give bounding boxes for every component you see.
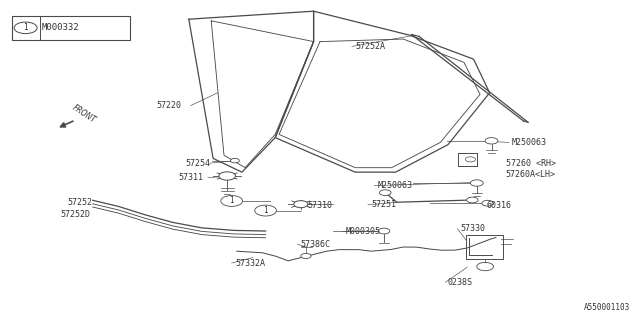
Text: 57252D: 57252D	[61, 210, 91, 219]
Text: A550001103: A550001103	[584, 303, 630, 312]
Circle shape	[485, 138, 498, 144]
Circle shape	[301, 253, 311, 259]
Text: 57311: 57311	[178, 173, 203, 182]
Text: M000305: M000305	[346, 227, 381, 236]
Circle shape	[219, 172, 236, 180]
Text: 57386C: 57386C	[301, 240, 331, 249]
Text: 1: 1	[23, 23, 28, 32]
Text: 57330: 57330	[461, 224, 486, 233]
Text: 57252A: 57252A	[355, 42, 385, 51]
Text: 57310: 57310	[307, 201, 332, 210]
Text: 57260 <RH>: 57260 <RH>	[506, 159, 556, 168]
Circle shape	[378, 228, 390, 234]
Circle shape	[294, 201, 308, 208]
Text: 1: 1	[229, 196, 234, 205]
Circle shape	[221, 196, 243, 206]
Circle shape	[477, 262, 493, 271]
Text: M250063: M250063	[512, 138, 547, 147]
Circle shape	[467, 197, 478, 203]
Circle shape	[380, 190, 391, 196]
FancyBboxPatch shape	[12, 16, 130, 40]
Bar	[466, 235, 503, 259]
Text: 57260A<LH>: 57260A<LH>	[506, 170, 556, 179]
Circle shape	[255, 205, 276, 216]
Circle shape	[14, 22, 37, 34]
Text: 57252: 57252	[67, 198, 92, 207]
Text: M000332: M000332	[42, 23, 79, 32]
Text: FRONT: FRONT	[70, 103, 97, 125]
Text: M250063: M250063	[378, 181, 413, 190]
Text: 60316: 60316	[486, 201, 511, 210]
Text: 57251: 57251	[371, 200, 396, 209]
Text: 57220: 57220	[157, 101, 182, 110]
Text: 1: 1	[263, 206, 268, 215]
Circle shape	[230, 158, 239, 163]
Circle shape	[482, 200, 493, 206]
Text: 57254: 57254	[186, 159, 211, 168]
Circle shape	[465, 157, 476, 162]
Circle shape	[470, 180, 483, 186]
Text: 0238S: 0238S	[448, 278, 473, 287]
Text: 57332A: 57332A	[236, 259, 266, 268]
